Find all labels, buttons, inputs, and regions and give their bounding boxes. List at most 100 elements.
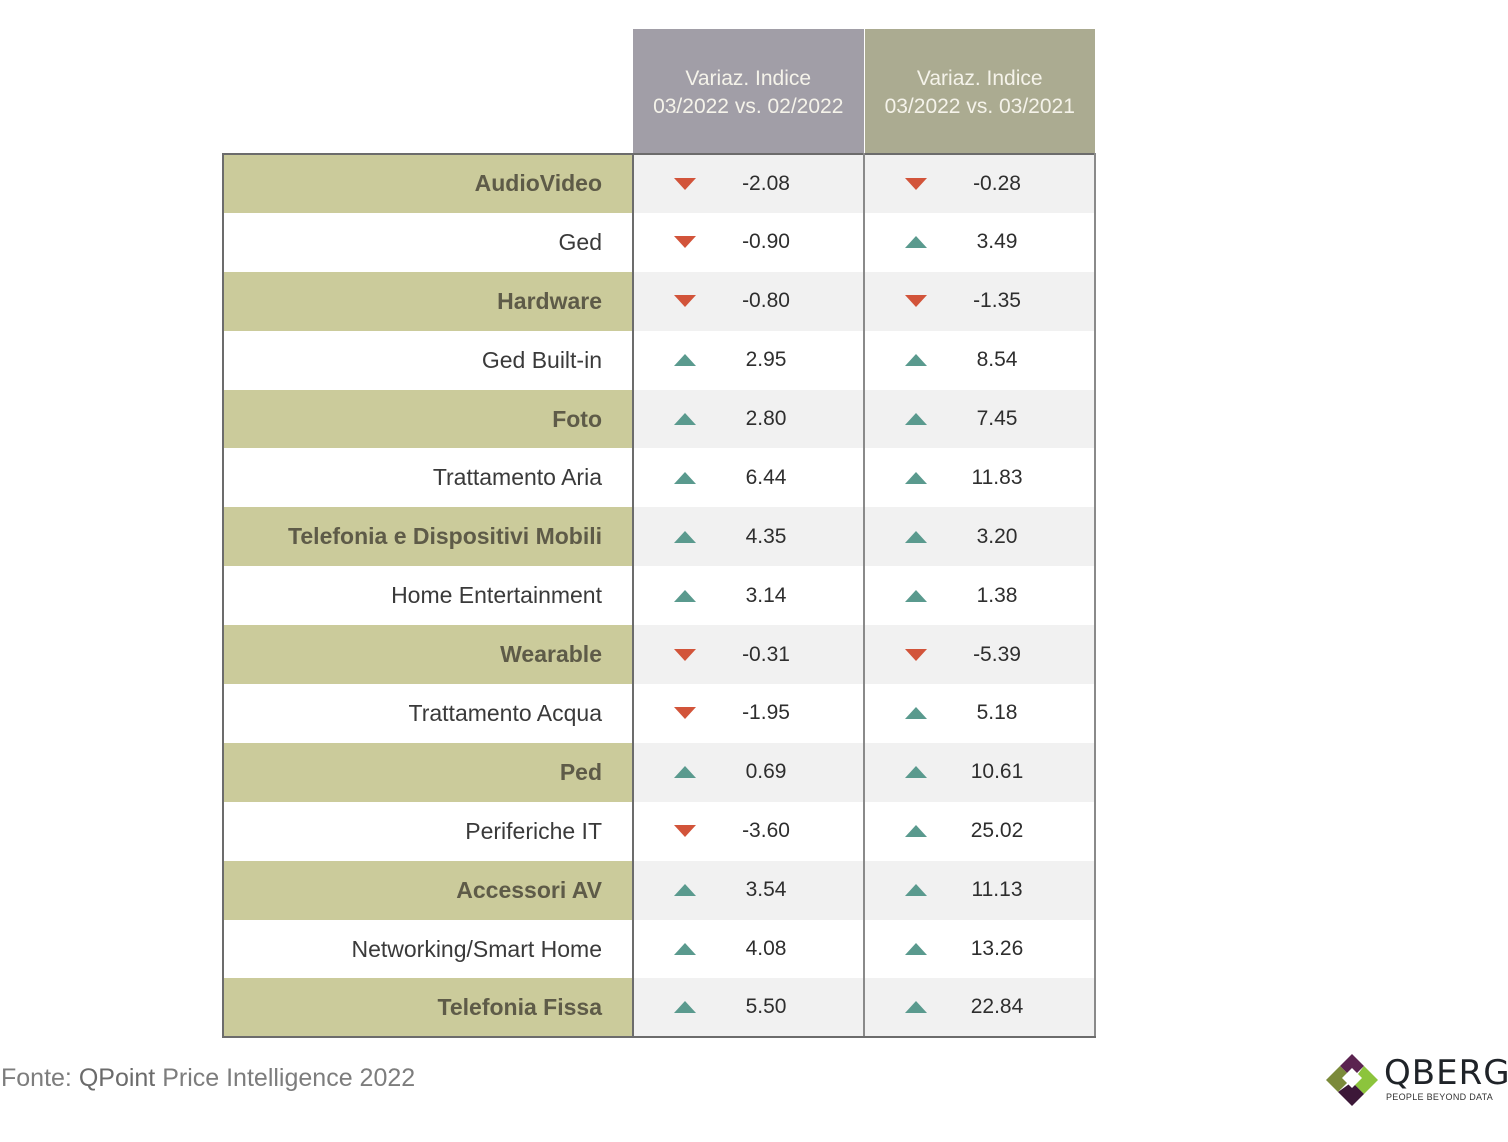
trend-arrow — [865, 765, 967, 779]
down-arrow-icon — [674, 236, 696, 249]
value-yearly: 11.83 — [971, 465, 1023, 489]
trend-arrow — [865, 648, 967, 662]
monthly-arrow-mark — [674, 354, 696, 367]
category-label: Networking/Smart Home — [222, 919, 634, 979]
down-arrow-icon — [905, 177, 927, 190]
down-arrow-icon — [674, 648, 696, 661]
trend-arrow — [634, 824, 736, 838]
trend-arrow — [634, 1000, 736, 1014]
trend-arrow — [634, 530, 736, 544]
category-label: Accessori AV — [222, 860, 634, 920]
cell-yearly-change: 11.13 — [864, 860, 1096, 920]
trend-arrow — [634, 235, 736, 249]
value-yearly: 3.49 — [976, 230, 1018, 254]
up-arrow-icon — [674, 530, 696, 543]
monthly-arrow-mark — [674, 825, 696, 838]
table-row: Ged -0.90 3.49 — [222, 212, 1096, 272]
source-suffix: Price Intelligence 2022 — [155, 1064, 416, 1092]
yearly-arrow-mark — [905, 354, 927, 367]
monthly-arrow-mark — [674, 648, 696, 661]
trend-arrow — [865, 471, 967, 485]
qberg-logo: QBERG PEOPLE BEYOND DATA — [1324, 1052, 1508, 1108]
trend-arrow — [634, 648, 736, 662]
table-row: Trattamento Acqua -1.95 5.18 — [222, 684, 1096, 743]
yearly-arrow-mark — [905, 766, 927, 779]
value-monthly: 6.44 — [745, 465, 787, 489]
trend-arrow — [634, 353, 736, 367]
category-label: Ged Built-in — [222, 330, 634, 390]
monthly-arrow-mark — [674, 589, 696, 602]
yearly-arrow-mark — [905, 825, 927, 838]
trend-arrow — [865, 706, 967, 720]
cell-yearly-change: 3.49 — [864, 212, 1096, 272]
category-label: Telefonia Fissa — [222, 978, 634, 1039]
value-monthly: 4.35 — [745, 524, 787, 548]
table-row: Accessori AV 3.54 11.13 — [222, 860, 1096, 920]
table-row: Trattamento Aria 6.44 11.83 — [222, 448, 1096, 508]
trend-arrow — [865, 177, 967, 191]
monthly-arrow-mark — [674, 295, 696, 308]
yearly-arrow-mark — [905, 530, 927, 543]
down-arrow-icon — [674, 295, 696, 308]
yearly-arrow-mark — [905, 471, 927, 484]
cell-monthly-change: -3.60 — [633, 801, 865, 861]
value-yearly: 7.45 — [976, 407, 1018, 430]
up-arrow-icon — [674, 413, 696, 425]
cell-monthly-change: 4.08 — [633, 919, 865, 979]
up-arrow-icon — [905, 1001, 927, 1014]
trend-arrow — [865, 294, 967, 308]
trend-arrow — [634, 942, 736, 956]
table-row: Wearable -0.31 -5.39 — [222, 625, 1096, 685]
monthly-arrow-mark — [674, 471, 696, 484]
cell-yearly-change: -0.28 — [864, 153, 1096, 213]
trend-arrow — [634, 471, 736, 485]
cell-yearly-change: -5.39 — [864, 625, 1096, 685]
value-yearly: 13.26 — [970, 937, 1024, 961]
value-monthly: -0.80 — [742, 289, 790, 313]
trend-arrow — [634, 883, 736, 897]
yearly-arrow-mark — [905, 589, 927, 602]
category-label: Trattamento Acqua — [222, 684, 634, 743]
category-label: Wearable — [222, 625, 634, 685]
table-row: Ped 0.69 10.61 — [222, 742, 1096, 802]
up-arrow-icon — [905, 413, 927, 425]
header-row: Variaz. Indice 03/2022 vs. 02/2022 Varia… — [223, 29, 1095, 154]
trend-arrow — [634, 177, 736, 191]
cell-yearly-change: 7.45 — [864, 389, 1096, 449]
down-arrow-icon — [674, 825, 696, 838]
up-arrow-icon — [905, 825, 927, 838]
category-label: Ged — [222, 212, 634, 272]
yearly-arrow-mark — [905, 236, 927, 249]
value-yearly: -0.28 — [973, 171, 1021, 195]
value-monthly: 5.50 — [745, 995, 787, 1019]
category-label: AudioVideo — [222, 153, 634, 213]
trend-arrow — [865, 1000, 967, 1014]
cell-yearly-change: 8.54 — [864, 330, 1096, 390]
value-yearly: -1.35 — [973, 289, 1021, 313]
category-label: Telefonia e Dispositivi Mobili — [222, 507, 634, 567]
table-row: Periferiche IT -3.60 25.02 — [222, 801, 1096, 861]
monthly-arrow-mark — [674, 943, 696, 956]
table-row: Hardware -0.80 -1.35 — [222, 271, 1096, 331]
yearly-arrow-mark — [905, 943, 927, 956]
down-arrow-icon — [905, 295, 927, 308]
table-row: Ged Built-in 2.95 8.54 — [222, 330, 1096, 390]
yearly-arrow-mark — [905, 1001, 927, 1014]
value-yearly: 5.18 — [976, 701, 1018, 725]
monthly-arrow-mark — [674, 766, 696, 779]
value-yearly: 22.84 — [970, 995, 1024, 1019]
up-arrow-icon — [674, 471, 696, 484]
source-note: Fonte: QPoint Price Intelligence 2022 — [1, 1064, 415, 1093]
value-yearly: 25.02 — [970, 819, 1024, 843]
up-arrow-icon — [905, 236, 927, 249]
table-row: Foto 2.80 7.45 — [222, 389, 1096, 449]
cell-monthly-change: 2.80 — [633, 389, 865, 449]
up-arrow-icon — [674, 354, 696, 367]
header-col-yearly: Variaz. Indice 03/2022 vs. 03/2021 — [864, 29, 1095, 154]
trend-arrow — [865, 530, 967, 544]
table-row: Networking/Smart Home 4.08 13.26 — [222, 919, 1096, 979]
value-monthly: -2.08 — [742, 171, 790, 195]
yearly-arrow-mark — [905, 413, 927, 425]
cell-yearly-change: 5.18 — [864, 684, 1096, 743]
qberg-diamond-logo-icon — [1326, 1054, 1378, 1106]
